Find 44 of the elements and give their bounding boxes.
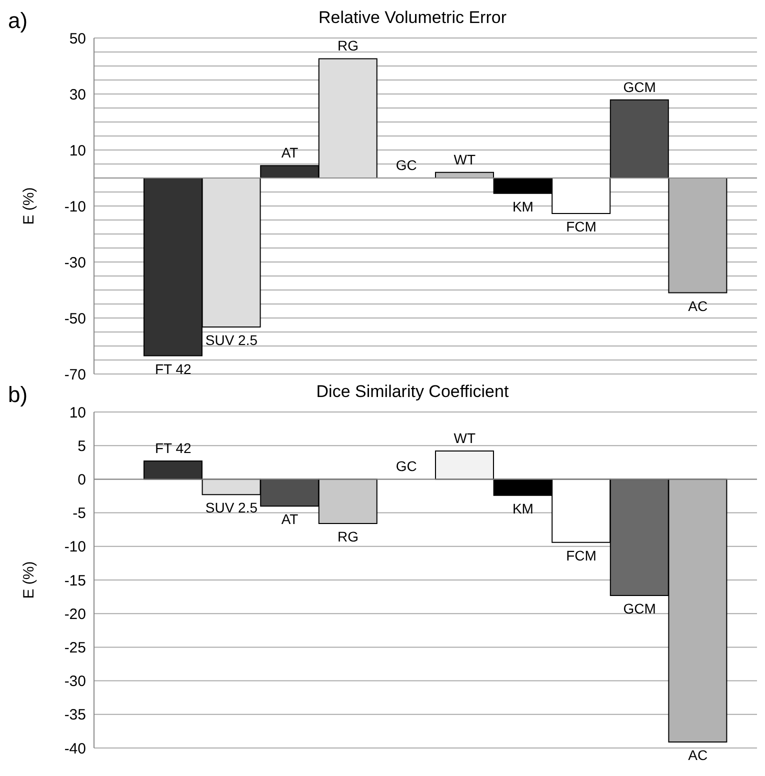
category-label: RG [338,528,359,545]
category-label: RG [338,38,359,54]
y-tick-label: 30 [69,86,86,104]
y-axis-title: E (%) [20,187,38,225]
y-tick-label: 10 [69,142,86,160]
text: a) [8,8,28,34]
category-label: SUV 2.5 [205,500,258,516]
category-label: SUV 2.5 [205,332,258,348]
y-tick-label: -40 [64,740,86,758]
y-tick-label: -25 [64,640,86,657]
category-label: GC [396,458,417,474]
category-label: FCM [566,547,596,564]
y-tick-label: 0 [78,472,86,489]
y-tick-label: -30 [64,254,86,272]
category-label: GC [396,157,417,173]
category-label: FT 42 [154,440,192,456]
y-tick-label: -70 [64,366,86,384]
category-label: AC [688,298,708,314]
category-label: KM [512,198,534,214]
y-tick-label: -10 [64,538,86,556]
y-tick-label: -30 [64,673,86,690]
y-tick-label: -50 [64,310,86,328]
text: b) [8,382,28,408]
y-tick-label: 10 [69,404,86,422]
category-label: KM [512,500,534,516]
chart-title: Dice Similarity Coefficient [316,382,509,401]
category-label: WT [454,430,476,446]
category-label: GCM [623,600,656,616]
category-label: WT [454,151,476,168]
chart-title: Relative Volumetric Error [318,8,506,27]
y-tick-label: -15 [64,572,86,590]
y-tick-label: 50 [69,30,86,48]
category-label: AT [281,511,298,528]
category-label: FCM [566,218,596,235]
category-label: GCM [623,78,656,95]
y-tick-label: -35 [64,706,86,724]
y-tick-label: 5 [78,438,86,455]
category-label: FT 42 [154,360,192,377]
y-axis-title: E (%) [20,561,38,599]
category-label: AC [688,746,708,763]
y-tick-label: -20 [64,606,86,623]
y-tick-label: -5 [72,505,86,522]
category-label: AT [281,144,298,161]
y-tick-label: -10 [64,198,86,216]
